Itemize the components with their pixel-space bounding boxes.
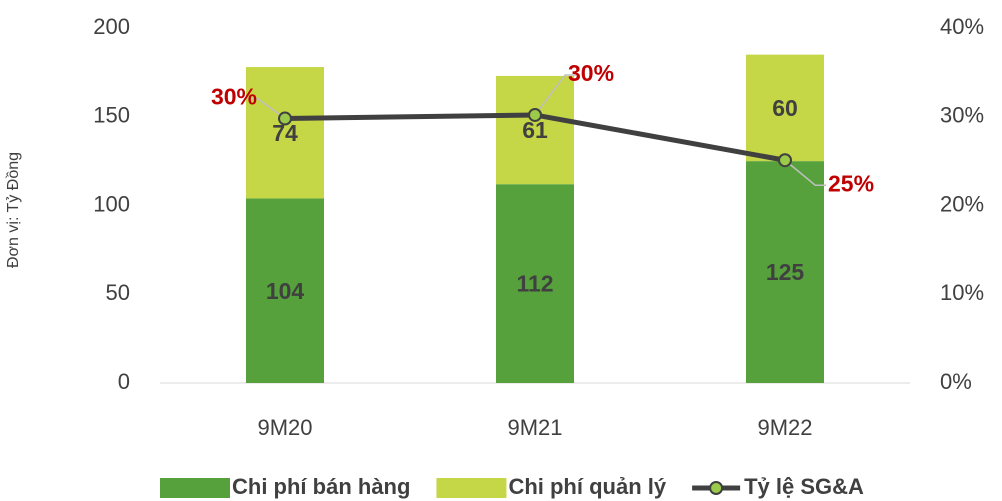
legend-label: Tỷ lệ SG&A (744, 474, 864, 499)
legend-swatch (160, 478, 230, 498)
y2-tick-label: 20% (940, 191, 984, 216)
y-tick-label: 200 (93, 14, 130, 39)
legend-marker (709, 481, 724, 495)
legend-swatch (436, 478, 507, 498)
line-value-label: 25% (828, 170, 874, 196)
line-marker (278, 111, 292, 126)
line-marker (528, 107, 542, 122)
y-tick-label: 0 (118, 369, 130, 394)
leader-line (247, 97, 286, 120)
bar (496, 184, 574, 383)
y2-tick-label: 10% (940, 280, 984, 305)
legend-label: Chi phí bán hàng (232, 474, 410, 499)
bar (746, 54, 824, 162)
y2-tick-label: 40% (940, 14, 984, 39)
bar-value-label: 60 (772, 95, 798, 121)
line-value-label: 30% (211, 84, 257, 110)
y-axis-label: Đơn vị: Tỷ Đồng (5, 152, 22, 268)
x-tick-label: 9M22 (757, 415, 812, 440)
bar-value-label: 104 (266, 278, 305, 304)
bar (246, 198, 324, 383)
leader-line (784, 159, 827, 186)
legend-label: Chi phí quản lý (508, 474, 666, 499)
bar (496, 75, 574, 185)
line-value-label: 30% (568, 60, 614, 86)
x-tick-label: 9M20 (257, 415, 312, 440)
y-tick-label: 150 (93, 103, 130, 128)
y-tick-label: 100 (93, 191, 130, 216)
x-tick-label: 9M21 (507, 415, 562, 440)
y2-tick-label: 0% (940, 369, 972, 394)
leader-line (534, 74, 577, 116)
bar-value-label: 112 (516, 271, 553, 297)
bar-value-label: 125 (766, 259, 805, 285)
bar (746, 161, 824, 383)
bar (246, 67, 324, 199)
y2-tick-label: 30% (940, 103, 984, 128)
line-marker (778, 153, 792, 168)
y-tick-label: 50 (106, 280, 130, 305)
